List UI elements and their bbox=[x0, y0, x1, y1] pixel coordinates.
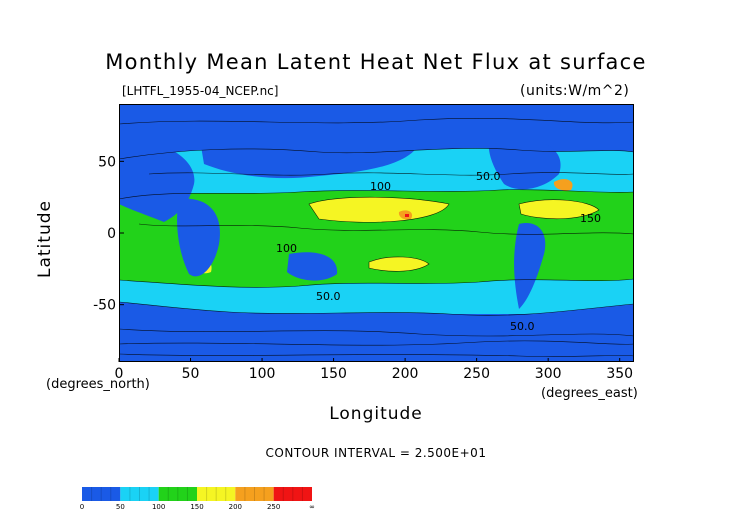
y-axis-ticks: 50 0 -50 bbox=[93, 154, 124, 314]
y-tick-label: 50 bbox=[98, 154, 116, 170]
x-tick-label: 300 bbox=[535, 366, 562, 382]
contour-label: 100 bbox=[276, 242, 297, 255]
colorbar-tick-label: 200 bbox=[228, 503, 243, 511]
x-tick-label: 250 bbox=[463, 366, 490, 382]
x-tick-label: 200 bbox=[392, 366, 419, 382]
colorbar-segment bbox=[197, 487, 236, 501]
x-tick-label: 100 bbox=[249, 366, 276, 382]
contour-label: 50.0 bbox=[316, 290, 341, 303]
units-label: (units:W/m^2) bbox=[520, 83, 630, 99]
patch-red-1 bbox=[405, 214, 409, 217]
y-axis-label: Latitude bbox=[35, 200, 55, 278]
colorbar-segment bbox=[273, 487, 312, 501]
colorbar-tick-label: 100 bbox=[151, 503, 166, 511]
colorbar-tick-label: 150 bbox=[190, 503, 204, 511]
x-axis-ticks: 0 50 100 150 200 250 300 350 bbox=[115, 358, 633, 382]
contour-lines bbox=[119, 117, 634, 357]
contour-label: 150 bbox=[580, 212, 601, 225]
colorbar-ticks: 0 50 100 150 200 250 ∞ bbox=[79, 503, 315, 513]
patch-orange-2 bbox=[553, 179, 573, 191]
x-tick-label: 0 bbox=[115, 366, 124, 382]
patch-yellow-3 bbox=[369, 256, 429, 272]
land-north-america bbox=[119, 141, 195, 222]
contour-label: 50.0 bbox=[476, 170, 501, 183]
colorbar-segment bbox=[235, 487, 274, 501]
colorbar-segment bbox=[158, 487, 197, 501]
heatmap-plot: 50.010010015010050.050.010050.01000.00 bbox=[119, 104, 634, 362]
x-axis-label: Longitude bbox=[329, 404, 423, 424]
colorbar-tick-label: ∞ bbox=[309, 503, 315, 511]
y-axis-units: (degrees_north) bbox=[46, 377, 150, 392]
contour-label: 100 bbox=[370, 180, 391, 193]
y-tick-label: -50 bbox=[93, 298, 116, 314]
patch-yellow-2 bbox=[519, 199, 599, 219]
x-axis-units: (degrees_east) bbox=[541, 386, 638, 401]
colorbar bbox=[82, 487, 312, 501]
chart-subtitle: [LHTFL_1955-04_NCEP.nc] bbox=[122, 84, 279, 98]
colorbar-segment bbox=[120, 487, 159, 501]
colorbar-tick-label: 50 bbox=[115, 503, 125, 511]
band-green bbox=[119, 189, 634, 288]
contour-interval-text: CONTOUR INTERVAL = 2.500E+01 bbox=[265, 446, 487, 460]
chart-title: Monthly Mean Latent Heat Net Flux at sur… bbox=[105, 50, 647, 74]
land-africa bbox=[177, 198, 220, 277]
land-south-america bbox=[514, 223, 546, 309]
land-north-america-2 bbox=[488, 137, 561, 190]
colorbar-tick-label: 250 bbox=[266, 503, 281, 511]
y-tick-label: 0 bbox=[107, 226, 116, 242]
land-eurasia bbox=[199, 128, 419, 179]
contour-label: 50.0 bbox=[510, 320, 535, 333]
x-tick-label: 150 bbox=[320, 366, 347, 382]
colorbar-segment bbox=[82, 487, 121, 501]
x-tick-label: 350 bbox=[606, 366, 633, 382]
x-tick-label: 50 bbox=[182, 366, 200, 382]
land-australia bbox=[287, 252, 338, 281]
patch-yellow-1 bbox=[309, 197, 449, 223]
band-south-polar bbox=[119, 314, 634, 362]
colorbar-tick-label: 0 bbox=[79, 503, 85, 511]
